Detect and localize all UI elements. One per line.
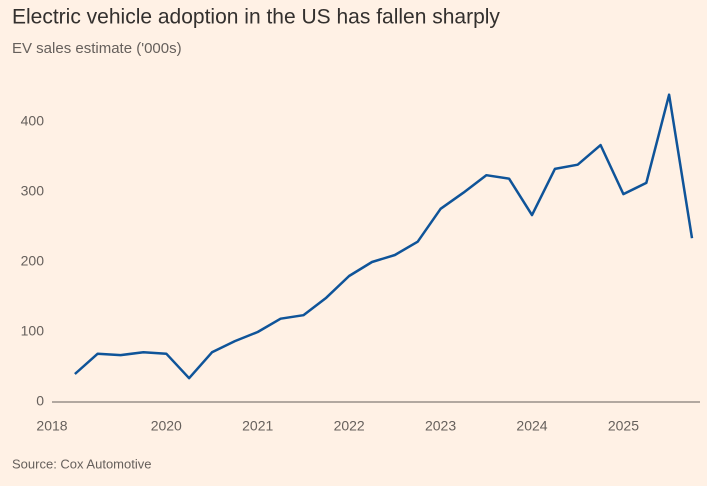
y-tick-label: 100 <box>21 323 45 339</box>
x-tick-label: 2024 <box>516 418 547 434</box>
chart-subtitle: EV sales estimate ('000s) <box>12 40 182 57</box>
x-tick-label: 2020 <box>151 418 182 434</box>
y-tick-label: 400 <box>21 113 45 129</box>
chart-title: Electric vehicle adoption in the US has … <box>12 6 500 29</box>
x-tick-label: 2023 <box>425 418 456 434</box>
y-tick-label: 200 <box>21 253 45 269</box>
x-tick-label: 2021 <box>242 418 273 434</box>
y-tick-label: 0 <box>36 393 44 409</box>
x-tick-label: 2025 <box>608 418 639 434</box>
source: Source: Cox Automotive <box>12 456 151 471</box>
y-tick-label: 300 <box>21 183 45 199</box>
x-tick-label: 2022 <box>334 418 365 434</box>
x-tick-label: 2018 <box>36 418 67 434</box>
line <box>74 93 694 380</box>
